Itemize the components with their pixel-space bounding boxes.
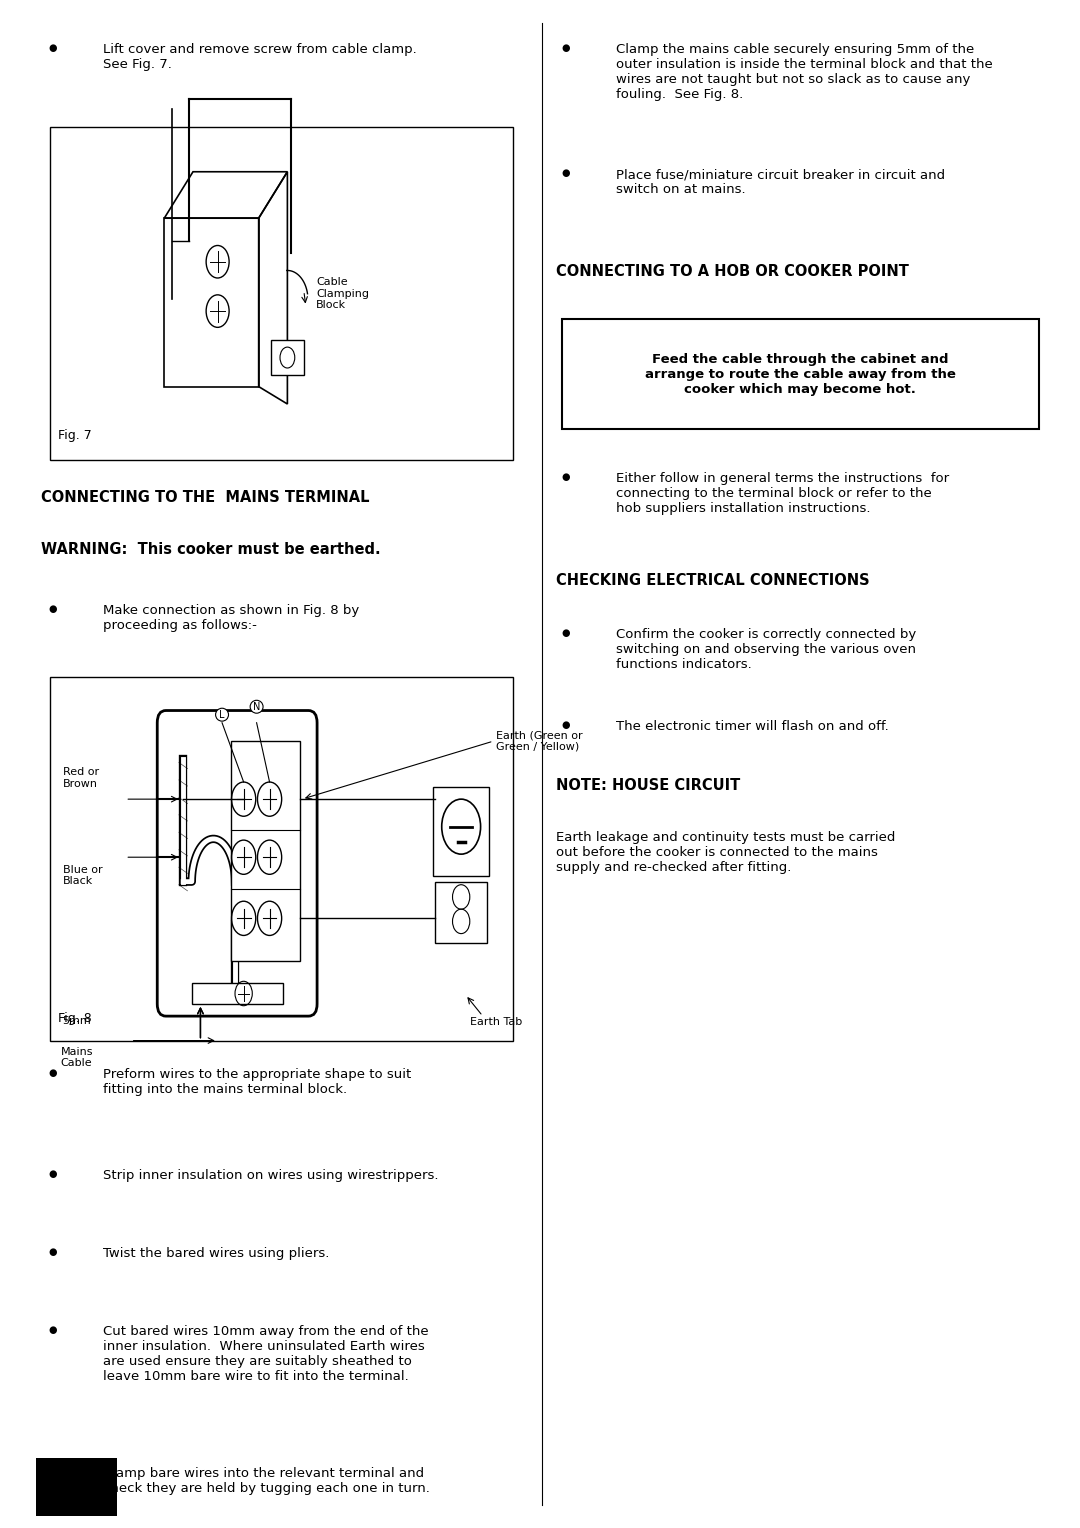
Text: Either follow in general terms the instructions  for
connecting to the terminal : Either follow in general terms the instr… <box>616 472 948 515</box>
Text: Cut bared wires 10mm away from the end of the
inner insulation.  Where uninsulat: Cut bared wires 10mm away from the end o… <box>103 1325 429 1383</box>
Bar <box>231 741 300 961</box>
Text: ●: ● <box>49 1169 57 1180</box>
Text: WARNING:  This cooker must be earthed.: WARNING: This cooker must be earthed. <box>41 542 380 558</box>
Text: ●: ● <box>49 604 57 614</box>
Text: ●: ● <box>562 43 570 53</box>
Text: CONNECTING TO THE  MAINS TERMINAL: CONNECTING TO THE MAINS TERMINAL <box>41 490 369 506</box>
Text: Fig. 7: Fig. 7 <box>58 428 92 442</box>
Text: Clamp bare wires into the relevant terminal and
check they are held by tugging e: Clamp bare wires into the relevant termi… <box>103 1467 430 1494</box>
Text: Preform wires to the appropriate shape to suit
fitting into the mains terminal b: Preform wires to the appropriate shape t… <box>103 1068 410 1096</box>
Bar <box>36 1458 117 1516</box>
Text: N: N <box>253 701 260 712</box>
Text: ●: ● <box>49 1068 57 1079</box>
Text: L: L <box>219 709 225 720</box>
Bar <box>271 341 303 374</box>
Text: Confirm the cooker is correctly connected by
switching on and observing the vari: Confirm the cooker is correctly connecte… <box>616 628 916 671</box>
Bar <box>192 983 283 1004</box>
Text: Lift cover and remove screw from cable clamp.
See Fig. 7.: Lift cover and remove screw from cable c… <box>103 43 417 70</box>
Text: Twist the bared wires using pliers.: Twist the bared wires using pliers. <box>103 1247 329 1261</box>
Bar <box>50 127 513 460</box>
Text: ●: ● <box>562 168 570 179</box>
Text: 5mm: 5mm <box>63 1016 92 1025</box>
Text: Earth (Green or
Green / Yellow): Earth (Green or Green / Yellow) <box>496 730 582 752</box>
Text: Earth leakage and continuity tests must be carried
out before the cooker is conn: Earth leakage and continuity tests must … <box>556 831 895 874</box>
Bar <box>50 677 513 1041</box>
Bar <box>562 319 1039 429</box>
Text: ●: ● <box>562 720 570 730</box>
Text: Fig. 8: Fig. 8 <box>58 1012 92 1025</box>
Bar <box>433 787 489 876</box>
Text: NOTE: HOUSE CIRCUIT: NOTE: HOUSE CIRCUIT <box>556 778 741 793</box>
Text: ●: ● <box>49 1467 57 1478</box>
Text: ●: ● <box>49 1325 57 1335</box>
Text: Red or
Brown: Red or Brown <box>63 767 98 788</box>
Text: Cable
Clamping
Block: Cable Clamping Block <box>316 277 369 310</box>
Text: The electronic timer will flash on and off.: The electronic timer will flash on and o… <box>616 720 889 733</box>
Text: Clamp the mains cable securely ensuring 5mm of the
outer insulation is inside th: Clamp the mains cable securely ensuring … <box>616 43 993 101</box>
Text: Mains
Cable: Mains Cable <box>60 1047 93 1068</box>
Text: CONNECTING TO A HOB OR COOKER POINT: CONNECTING TO A HOB OR COOKER POINT <box>556 264 909 280</box>
Text: ●: ● <box>49 43 57 53</box>
Text: Strip inner insulation on wires using wirestrippers.: Strip inner insulation on wires using wi… <box>103 1169 438 1183</box>
Text: 12: 12 <box>63 1479 84 1494</box>
Text: ●: ● <box>562 472 570 483</box>
Text: Feed the cable through the cabinet and
arrange to route the cable away from the
: Feed the cable through the cabinet and a… <box>645 353 956 396</box>
Text: Place fuse/miniature circuit breaker in circuit and
switch on at mains.: Place fuse/miniature circuit breaker in … <box>616 168 945 196</box>
FancyBboxPatch shape <box>158 711 318 1016</box>
Text: Make connection as shown in Fig. 8 by
proceeding as follows:-: Make connection as shown in Fig. 8 by pr… <box>103 604 359 631</box>
Text: ●: ● <box>562 628 570 639</box>
Text: ●: ● <box>49 1247 57 1258</box>
Bar <box>435 882 487 943</box>
Text: CHECKING ELECTRICAL CONNECTIONS: CHECKING ELECTRICAL CONNECTIONS <box>556 573 869 588</box>
Text: Blue or
Black: Blue or Black <box>63 865 103 886</box>
Text: Earth Tab: Earth Tab <box>470 1018 522 1027</box>
